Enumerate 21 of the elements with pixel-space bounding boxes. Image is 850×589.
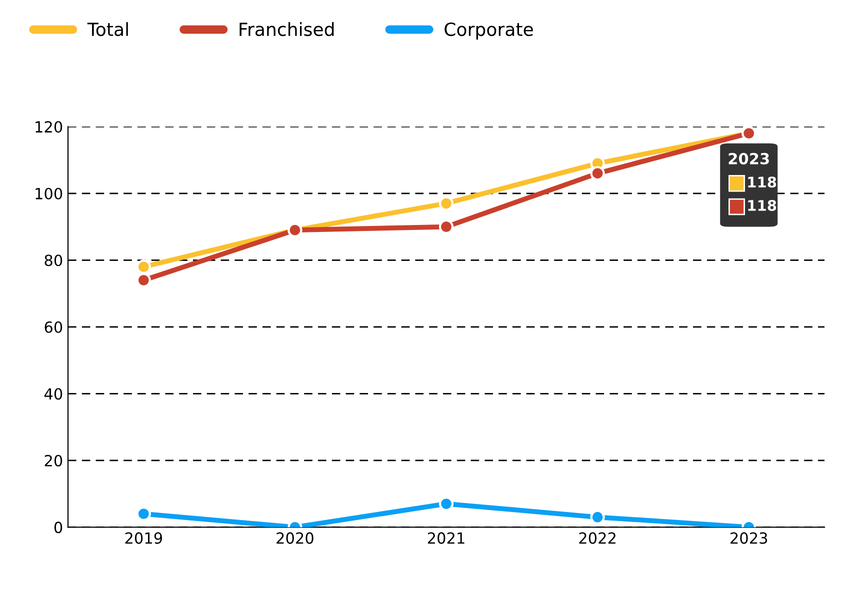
point bbox=[590, 166, 605, 181]
x-tick-label: 2022 bbox=[579, 532, 616, 544]
legend-label: Franchised bbox=[240, 22, 334, 36]
x-tick-label: 2023 bbox=[730, 532, 768, 544]
legend-label: Corporate bbox=[444, 22, 533, 40]
y-tick-label: 40 bbox=[44, 388, 62, 400]
y-tick-label: 20 bbox=[44, 454, 62, 466]
annotation: 118 bbox=[748, 200, 776, 211]
y-tick-label: 80 bbox=[44, 254, 62, 266]
legend-label: Total bbox=[87, 22, 128, 36]
y-tick-label: 120 bbox=[36, 121, 62, 133]
y-tick-label: 60 bbox=[44, 321, 62, 333]
y-tick-label: 100 bbox=[36, 188, 62, 200]
point bbox=[590, 510, 605, 524]
x-tick-label: 2019 bbox=[125, 532, 162, 544]
y-tick-label: 0 bbox=[54, 522, 62, 534]
x-tick-label: 2020 bbox=[276, 532, 314, 544]
annotation: 118 bbox=[748, 176, 776, 188]
x-tick-label: 2021 bbox=[428, 532, 464, 544]
point bbox=[438, 196, 454, 211]
annotation: 2023 bbox=[728, 152, 769, 164]
